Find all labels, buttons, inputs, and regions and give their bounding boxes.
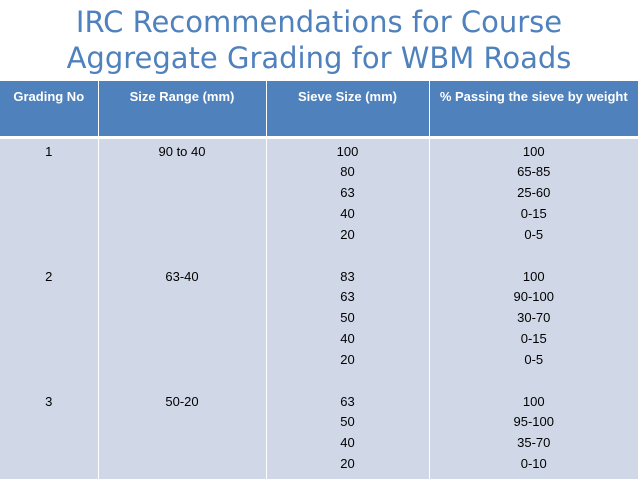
- percent-passing: 95-100: [513, 414, 554, 430]
- sieve-size-group: 63 50 40 20: [271, 392, 425, 475]
- percent-passing: 100: [522, 393, 545, 409]
- sieve-size: 63: [340, 185, 355, 201]
- sieve-size: 40: [340, 205, 355, 221]
- sieve-size: 20: [340, 351, 355, 367]
- title-line-1: IRC Recommendations for Course: [75, 5, 563, 39]
- percent-passing: 30-70: [517, 310, 551, 326]
- percent-passing: 65-85: [517, 164, 551, 180]
- percent-passing: 100: [522, 143, 545, 159]
- grading-no-cell: 1 2 3: [0, 137, 99, 479]
- percent-passing: 35-70: [517, 435, 551, 451]
- table-body-row: 1 2 3 90 to 40 63-40 50-20: [0, 137, 638, 479]
- header-percent-passing: % Passing the sieve by weight: [429, 81, 638, 139]
- header-grading-no: Grading No: [0, 81, 99, 139]
- sieve-size-group: 100 80 63 40 20: [271, 142, 425, 267]
- percent-passing: 0-5: [524, 351, 544, 367]
- percent-passing: 0-15: [520, 205, 547, 221]
- percent-passing: 100: [522, 268, 545, 284]
- header-sieve-size: Sieve Size (mm): [266, 81, 430, 139]
- percent-passing: 25-60: [517, 185, 551, 201]
- size-range-group: 63-40: [103, 267, 262, 392]
- title-line-2: Aggregate Grading for WBM Roads: [66, 41, 572, 75]
- sieve-size: 80: [340, 164, 355, 180]
- percent-passing: 90-100: [513, 289, 554, 305]
- sieve-size: 50: [340, 414, 355, 430]
- size-range-cell: 90 to 40 63-40 50-20: [98, 137, 267, 479]
- grading-no: 3: [45, 393, 53, 409]
- passing-group: 100 65-85 25-60 0-15 0-5: [434, 142, 635, 267]
- slide-title: IRC Recommendations for Course Aggregate…: [0, 4, 638, 76]
- percent-passing-cell: 100 65-85 25-60 0-15 0-5 100 90-100 30-7…: [429, 137, 638, 479]
- sieve-size-group: 83 63 50 40 20: [271, 267, 425, 392]
- sieve-size: 40: [340, 435, 355, 451]
- size-range: 50-20: [165, 393, 199, 409]
- percent-passing: 0-5: [524, 226, 544, 242]
- sieve-size: 20: [340, 455, 355, 471]
- grading-group: 1: [4, 142, 94, 267]
- passing-group: 100 90-100 30-70 0-15 0-5: [434, 267, 635, 392]
- sieve-size: 20: [340, 226, 355, 242]
- sieve-size: 50: [340, 310, 355, 326]
- size-range: 63-40: [165, 268, 199, 284]
- grading-group: 3: [4, 392, 94, 413]
- size-range: 90 to 40: [158, 143, 206, 159]
- sieve-size: 40: [340, 330, 355, 346]
- percent-passing: 0-15: [520, 330, 547, 346]
- sieve-size: 63: [340, 289, 355, 305]
- sieve-size: 63: [340, 393, 355, 409]
- sieve-size: 83: [340, 268, 355, 284]
- grading-no: 1: [45, 143, 53, 159]
- passing-group: 100 95-100 35-70 0-10: [434, 392, 635, 475]
- grading-no: 2: [45, 268, 53, 284]
- size-range-group: 50-20: [103, 392, 262, 413]
- header-size-range: Size Range (mm): [98, 81, 267, 139]
- table-header-row: Grading No Size Range (mm) Sieve Size (m…: [0, 81, 638, 139]
- size-range-group: 90 to 40: [103, 142, 262, 267]
- grading-table: Grading No Size Range (mm) Sieve Size (m…: [0, 81, 638, 479]
- grading-group: 2: [4, 267, 94, 392]
- sieve-size-cell: 100 80 63 40 20 83 63 50 40 20 63 50 40: [266, 137, 430, 479]
- sieve-size: 100: [336, 143, 359, 159]
- percent-passing: 0-10: [520, 455, 547, 471]
